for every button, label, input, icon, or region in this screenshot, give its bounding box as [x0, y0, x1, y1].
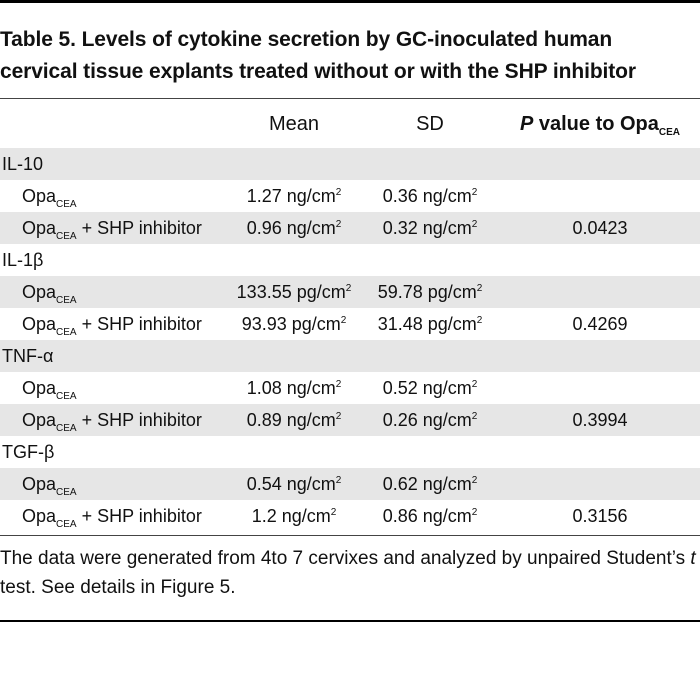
footnote-italic-t: t	[690, 548, 696, 569]
table-row: OpaCEA + SHP inhibitor 0.96 ng/cm2 0.32 …	[0, 212, 700, 244]
p-value: 0.3156	[572, 506, 628, 526]
condition-label: OpaCEA + SHP inhibitor	[22, 410, 202, 434]
p-value: 0.4269	[572, 314, 628, 334]
mean-value: 1.27 ng/cm2	[246, 186, 342, 206]
table-title-line-1: Table 5. Levels of cytokine secretion by…	[0, 28, 613, 51]
group-row: IL-10	[0, 148, 700, 180]
mean-value: 0.89 ng/cm2	[246, 410, 342, 430]
table-row: OpaCEA + SHP inhibitor 0.89 ng/cm2 0.26 …	[0, 404, 700, 436]
sd-value: 0.86 ng/cm2	[382, 506, 478, 526]
footer-rule	[0, 535, 700, 536]
header-rule	[0, 98, 700, 99]
column-header-p-value: P value to OpaCEA	[500, 110, 700, 138]
p-header-text: value to Opa	[533, 113, 659, 135]
sd-value: 0.52 ng/cm2	[382, 378, 478, 398]
p-value	[500, 180, 700, 212]
condition-label: OpaCEA + SHP inhibitor	[22, 314, 202, 338]
sd-value: 0.62 ng/cm2	[382, 474, 478, 494]
group-label: TNF-α	[2, 346, 54, 366]
group-row: TNF-α	[0, 340, 700, 372]
p-symbol: P	[519, 113, 534, 135]
bottom-rule	[0, 620, 700, 622]
sd-value: 0.36 ng/cm2	[382, 186, 478, 206]
table-row: OpaCEA 1.08 ng/cm2 0.52 ng/cm2	[0, 372, 700, 404]
footnote-text-1: The data were generated from 4to 7 cervi…	[0, 548, 691, 569]
group-row: IL-1β	[0, 244, 700, 276]
table-row: OpaCEA + SHP inhibitor 1.2 ng/cm2 0.86 n…	[0, 500, 700, 532]
group-label: IL-10	[2, 154, 44, 174]
condition-label: OpaCEA	[22, 474, 77, 498]
table-title-line-2: cervical tissue explants treated without…	[0, 60, 636, 83]
footnote-text-2: test. See details in Figure 5.	[0, 577, 236, 598]
table-row: OpaCEA 1.27 ng/cm2 0.36 ng/cm2	[0, 180, 700, 212]
table-row: OpaCEA + SHP inhibitor 93.93 pg/cm2 31.4…	[0, 308, 700, 340]
top-rule	[0, 0, 700, 3]
group-label: IL-1β	[2, 250, 44, 270]
p-value	[500, 276, 700, 308]
p-value: 0.3994	[572, 410, 628, 430]
condition-label: OpaCEA + SHP inhibitor	[22, 218, 202, 242]
p-header-subscript: CEA	[658, 127, 681, 138]
table-row: OpaCEA 0.54 ng/cm2 0.62 ng/cm2	[0, 468, 700, 500]
p-value: 0.0423	[572, 218, 628, 238]
condition-label: OpaCEA	[22, 282, 77, 306]
p-value	[500, 468, 700, 500]
table-footnote: The data were generated from 4to 7 cervi…	[0, 544, 700, 602]
sd-value: 59.78 pg/cm2	[377, 282, 483, 302]
group-row: TGF-β	[0, 436, 700, 468]
mean-value: 0.54 ng/cm2	[246, 474, 342, 494]
mean-value: 133.55 pg/cm2	[236, 282, 352, 302]
mean-value: 0.96 ng/cm2	[246, 218, 342, 238]
table-body: IL-10 OpaCEA 1.27 ng/cm2 0.36 ng/cm2 Opa…	[0, 148, 700, 532]
column-header-mean: Mean	[268, 113, 320, 135]
sd-value: 31.48 pg/cm2	[377, 314, 483, 334]
table-row: OpaCEA 133.55 pg/cm2 59.78 pg/cm2	[0, 276, 700, 308]
column-header-sd: SD	[416, 113, 444, 135]
condition-label: OpaCEA	[22, 378, 77, 402]
mean-value: 1.08 ng/cm2	[246, 378, 342, 398]
sd-value: 0.26 ng/cm2	[382, 410, 478, 430]
condition-label: OpaCEA	[22, 186, 77, 210]
group-label: TGF-β	[2, 442, 55, 462]
condition-label: OpaCEA + SHP inhibitor	[22, 506, 202, 530]
mean-value: 1.2 ng/cm2	[251, 506, 337, 526]
mean-value: 93.93 pg/cm2	[241, 314, 347, 334]
p-value	[500, 372, 700, 404]
sd-value: 0.32 ng/cm2	[382, 218, 478, 238]
table-title: Table 5. Levels of cytokine secretion by…	[0, 24, 700, 88]
